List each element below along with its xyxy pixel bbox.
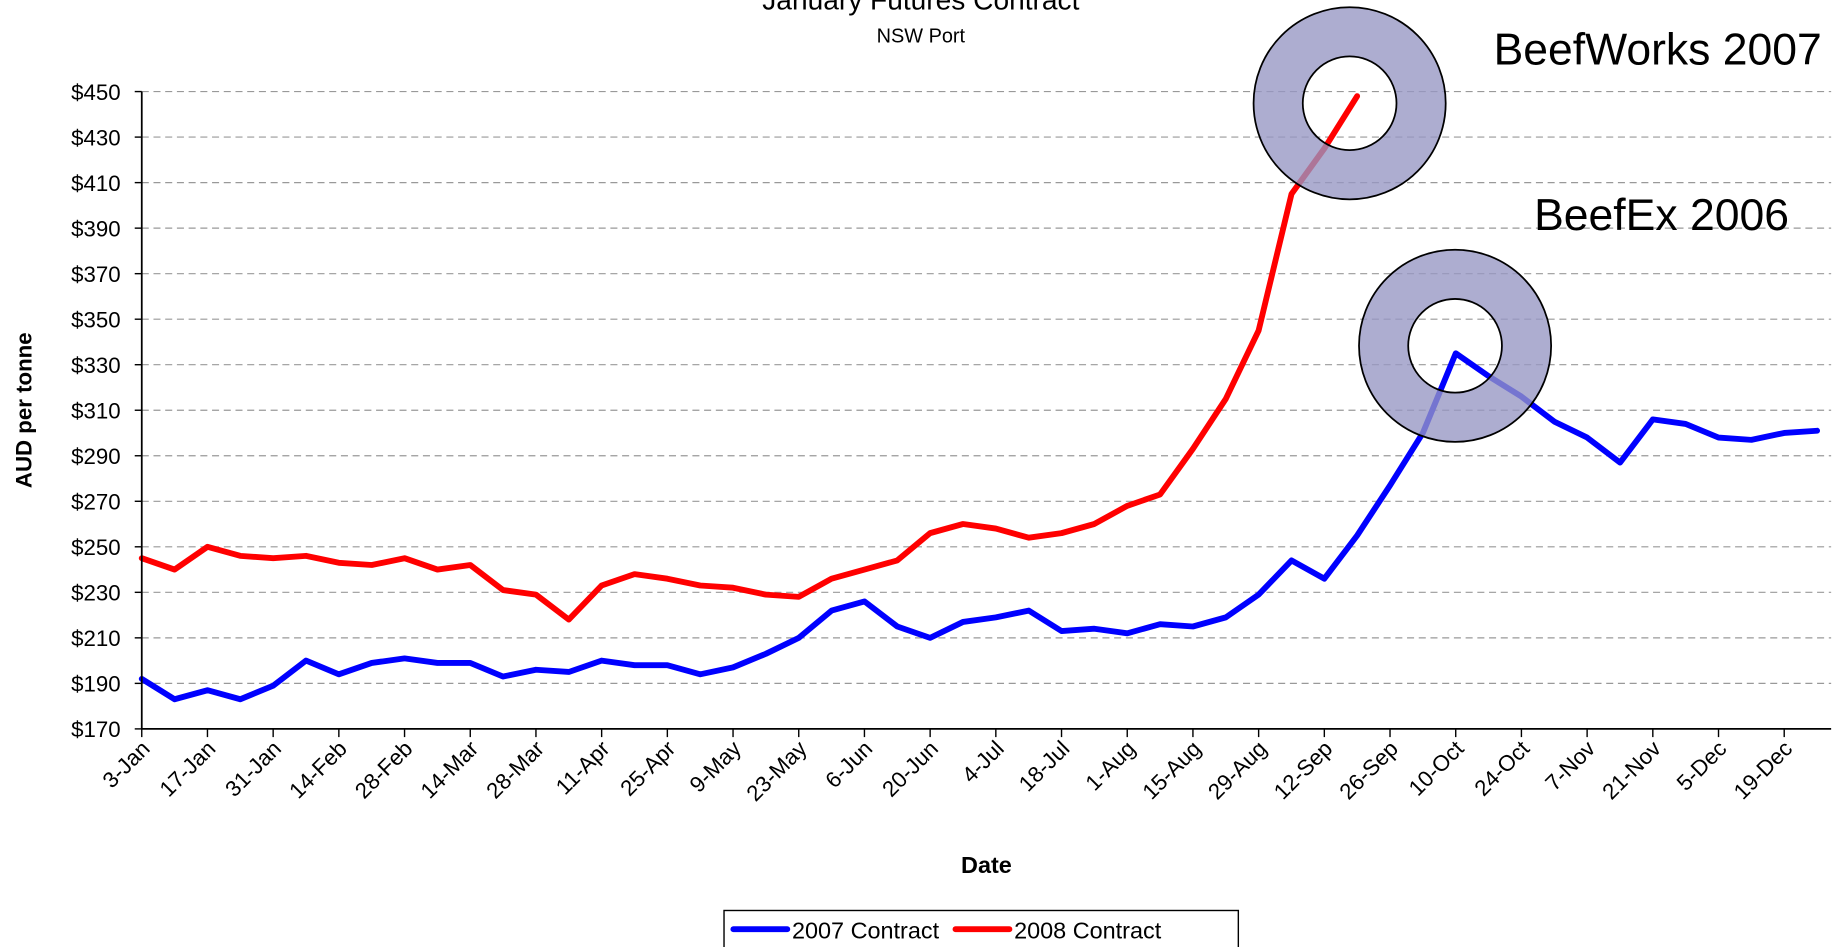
chart-title: January Futures Contract	[762, 0, 1079, 16]
x-tick-label: 21-Nov	[1597, 735, 1666, 804]
x-tick-label: 7-Nov	[1540, 735, 1600, 795]
x-tick-label: 4-Jul	[957, 736, 1009, 788]
x-tick-label: 12-Sep	[1269, 736, 1337, 804]
y-tick-label: $190	[71, 672, 120, 697]
legend-label: 2007 Contract	[792, 918, 940, 944]
x-tick-label: 14-Feb	[284, 736, 352, 804]
x-tick-label: 29-Aug	[1203, 736, 1271, 804]
x-tick-label: 11-Apr	[551, 735, 615, 799]
y-tick-label: $410	[71, 171, 120, 196]
highlight-ring-outline	[1301, 55, 1398, 152]
y-tick-label: $270	[71, 489, 120, 514]
annotation: BeefWorks 2007	[1494, 26, 1822, 75]
highlight-ring-outline	[1407, 298, 1503, 394]
y-axis-title: AUD per tonne	[12, 332, 37, 488]
x-tick-label: 18-Jul	[1014, 736, 1075, 797]
y-tick-label: $230	[71, 581, 120, 606]
highlight-ring-outline	[1252, 6, 1447, 201]
x-tick-label: 10-Oct	[1404, 735, 1469, 800]
y-tick-label: $350	[71, 307, 120, 332]
y-tick-label: $450	[71, 80, 120, 105]
x-tick-label: 25-Apr	[615, 735, 680, 800]
x-tick-label: 28-Feb	[350, 736, 418, 804]
x-tick-label: 24-Oct	[1469, 735, 1534, 800]
x-tick-label: 5-Dec	[1672, 736, 1732, 796]
x-tick-label: 6-Jun	[820, 736, 877, 793]
y-tick-label: $210	[71, 626, 120, 651]
lines-layer	[138, 90, 1832, 703]
y-tick-label: $250	[71, 535, 120, 560]
x-tick-label: 17-Jan	[155, 736, 221, 802]
y-tick-label: $430	[71, 125, 120, 150]
series-line	[138, 350, 1821, 703]
x-tick-label: 26-Sep	[1335, 736, 1403, 804]
highlight-ring	[1253, 7, 1446, 200]
x-tick-label: 19-Dec	[1729, 736, 1797, 804]
y-tick-label: $330	[71, 353, 120, 378]
x-tick-label: 31-Jan	[220, 736, 286, 802]
legend-label: 2008 Contract	[1014, 918, 1162, 944]
y-tick-label: $370	[71, 262, 120, 287]
x-tick-label: 3-Jan	[98, 736, 155, 793]
x-axis-title: Date	[961, 852, 1012, 878]
highlight-ring	[1359, 249, 1552, 442]
y-tick-label: $390	[71, 216, 120, 241]
x-tick-label: 15-Aug	[1137, 736, 1205, 804]
x-tick-label: 28-Mar	[481, 735, 549, 803]
series-line	[138, 93, 1361, 623]
y-tick-label: $310	[71, 398, 120, 423]
x-tick-label: 9-May	[685, 735, 747, 797]
y-tick-label: $170	[71, 717, 120, 742]
x-tick-label: 20-Jun	[877, 736, 943, 802]
x-tick-label: 23-May	[742, 735, 813, 806]
annotation: BeefEx 2006	[1534, 191, 1789, 240]
x-tick-label: 14-Mar	[416, 735, 484, 803]
highlight-ring-outline	[1358, 248, 1553, 443]
y-tick-label: $290	[71, 444, 120, 469]
x-tick-label: 1-Aug	[1080, 736, 1140, 796]
chart-subtitle: NSW Port	[877, 25, 966, 47]
